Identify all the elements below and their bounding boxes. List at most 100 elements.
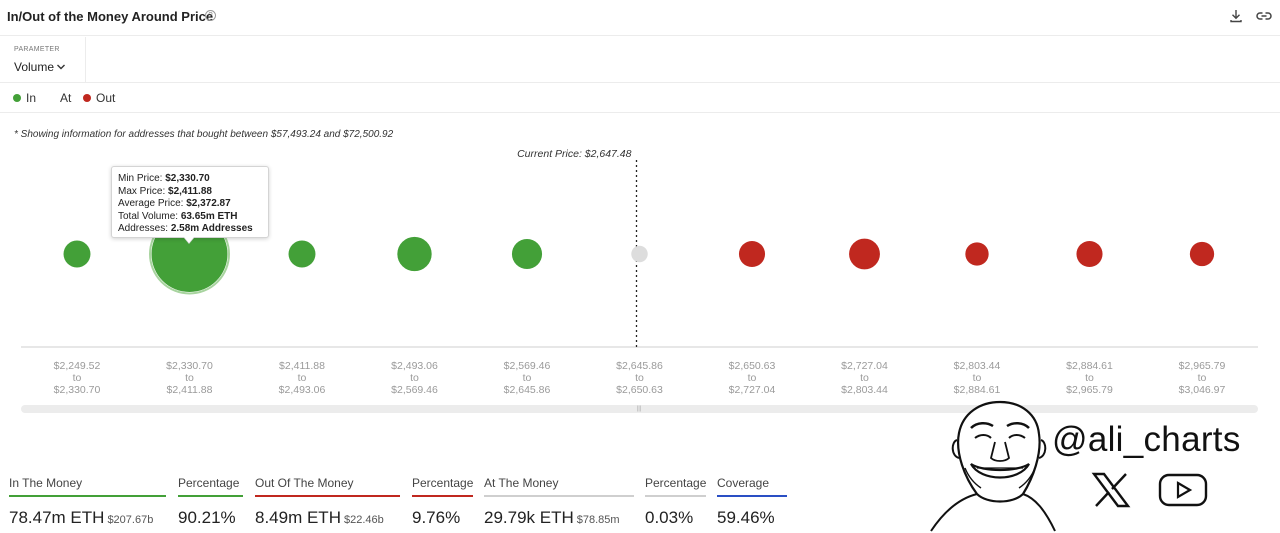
tick-label-from: $2,249.52 [54,360,101,372]
tooltip-vol-value: 63.65m ETH [180,210,238,222]
tick-label-to: to [523,372,532,384]
youtube-logo-icon [1158,473,1208,507]
tick-label-to: to [185,372,194,384]
stat-value: 29.79k ETH [484,508,574,527]
chart-scrollbar[interactable]: ||| [21,405,1258,413]
tick-label-end: $3,046.97 [1179,384,1226,396]
bubble-out [849,238,880,270]
legend-label-in: In [26,91,37,105]
tick-label-to: to [1198,372,1207,384]
bubble-out [738,240,766,268]
link-icon[interactable] [1255,8,1273,24]
tick-label-from: $2,493.06 [391,360,438,372]
tick-label-from: $2,650.63 [729,360,776,372]
bubble-in [63,240,91,268]
stat-label: At The Money [484,476,559,490]
tick-label-end: $2,727.04 [729,384,776,396]
parameter-value[interactable]: Volume [14,60,55,74]
stat-label: Coverage [717,476,770,490]
tooltip-min-label: Min Price: [118,173,166,184]
legend-item-in[interactable]: In [13,91,36,105]
tooltip-addr-label: Addresses: [118,223,171,234]
tick-label-to: to [973,372,982,384]
bubble-out [1189,241,1215,267]
stat-label: Out Of The Money [255,476,354,490]
stat-underline [9,495,166,497]
divider [0,82,1280,83]
parameter-label: PARAMETER [14,46,60,53]
tick-label-end: $2,493.06 [279,384,326,396]
stat-out-of-the-money: Out Of The Money 8.49m ETH $22.46b [255,476,400,528]
stat-underline [717,495,787,497]
tick-label-from: $2,965.79 [1179,360,1226,372]
tick-label-end: $2,965.79 [1066,384,1113,396]
tick-label-end: $2,330.70 [54,384,101,396]
tick-label-from: $2,884.61 [1066,360,1113,372]
stat-value: 8.49m ETH [255,508,341,527]
tick-label-end: $2,884.61 [954,384,1001,396]
stat-sub-value: $207.67b [107,514,154,526]
tick-label-end: $2,645.86 [504,384,551,396]
tick-label-from: $2,411.88 [279,360,325,372]
tooltip-avg-value: $2,372.87 [186,198,231,209]
tick-label-from: $2,727.04 [841,360,888,372]
parameter-selector[interactable]: PARAMETER Volume [0,37,86,82]
tick-label-end: $2,411.88 [167,384,213,396]
tick-label-to: to [298,372,307,384]
stat-value-row: 29.79k ETH $78.85m [484,508,634,528]
tooltip-min-value: $2,330.70 [165,173,210,184]
question-circle-icon[interactable]: ? [205,10,216,21]
stat-sub-value: $78.85m [576,514,620,526]
stat-value: 90.21% [178,508,236,527]
stat-value-row: 8.49m ETH $22.46b [255,508,400,528]
stat-label: Percentage [412,476,474,490]
bubble-out [965,242,989,266]
tick-label-to: to [860,372,869,384]
x-logo-icon [1091,472,1131,508]
download-icon[interactable] [1228,8,1244,24]
scroll-grip-icon[interactable]: ||| [636,406,642,412]
tick-label-to: to [748,372,757,384]
widget-header: In/Out of the Money Around Price ? [0,0,1280,36]
stat-in-percentage: Percentage 90.21% [178,476,243,528]
watermark-handle: @ali_charts [1052,420,1241,459]
tick-label-from: $2,803.44 [954,360,1001,372]
stat-in-the-money: In The Money 78.47m ETH $207.67b [9,476,166,528]
bubble-in [511,238,543,270]
stat-underline [178,495,243,497]
stat-underline [645,495,706,497]
stat-out-percentage: Percentage 9.76% [412,476,473,528]
bubble-out [1076,240,1103,268]
tooltip-vol-label: Total Volume: [118,210,181,222]
stat-value: 9.76% [412,508,461,527]
tick-label-to: to [635,372,644,384]
stat-underline [484,495,634,497]
chevron-down-icon[interactable] [56,63,66,71]
legend-item-at[interactable]: At [60,91,71,105]
stat-sub-value: $22.46b [343,514,384,526]
stat-value: 78.47m ETH [9,508,105,527]
tick-label-to: to [73,372,82,384]
tick-label-end: $2,650.63 [616,384,663,396]
stat-value: 59.46% [717,508,775,527]
legend-label-out: Out [96,91,116,105]
stat-value: 0.03% [645,508,694,527]
bubble-in [397,236,432,272]
legend-item-out[interactable]: Out [83,91,115,105]
tooltip-max-value: $2,411.88 [168,185,212,197]
tooltip-max-label: Max Price: [118,185,169,197]
stat-underline [412,495,473,497]
tick-label-to: to [1085,372,1094,384]
legend-dot-out [83,94,91,102]
tooltip-addr-value: 2.58m Addresses [170,223,253,234]
tick-label-end: $2,569.46 [391,384,438,396]
legend-dot-in [13,94,21,102]
cartoon-face-avatar [930,400,1056,532]
address-range-note: * Showing information for addresses that… [14,129,394,140]
tick-label-end: $2,803.44 [841,384,888,396]
stat-at-the-money: At The Money 29.79k ETH $78.85m [484,476,634,528]
stat-label: In The Money [9,476,83,490]
stat-at-percentage: Percentage 0.03% [645,476,706,528]
bubble-in [288,240,316,268]
stat-label: Percentage [645,476,707,490]
